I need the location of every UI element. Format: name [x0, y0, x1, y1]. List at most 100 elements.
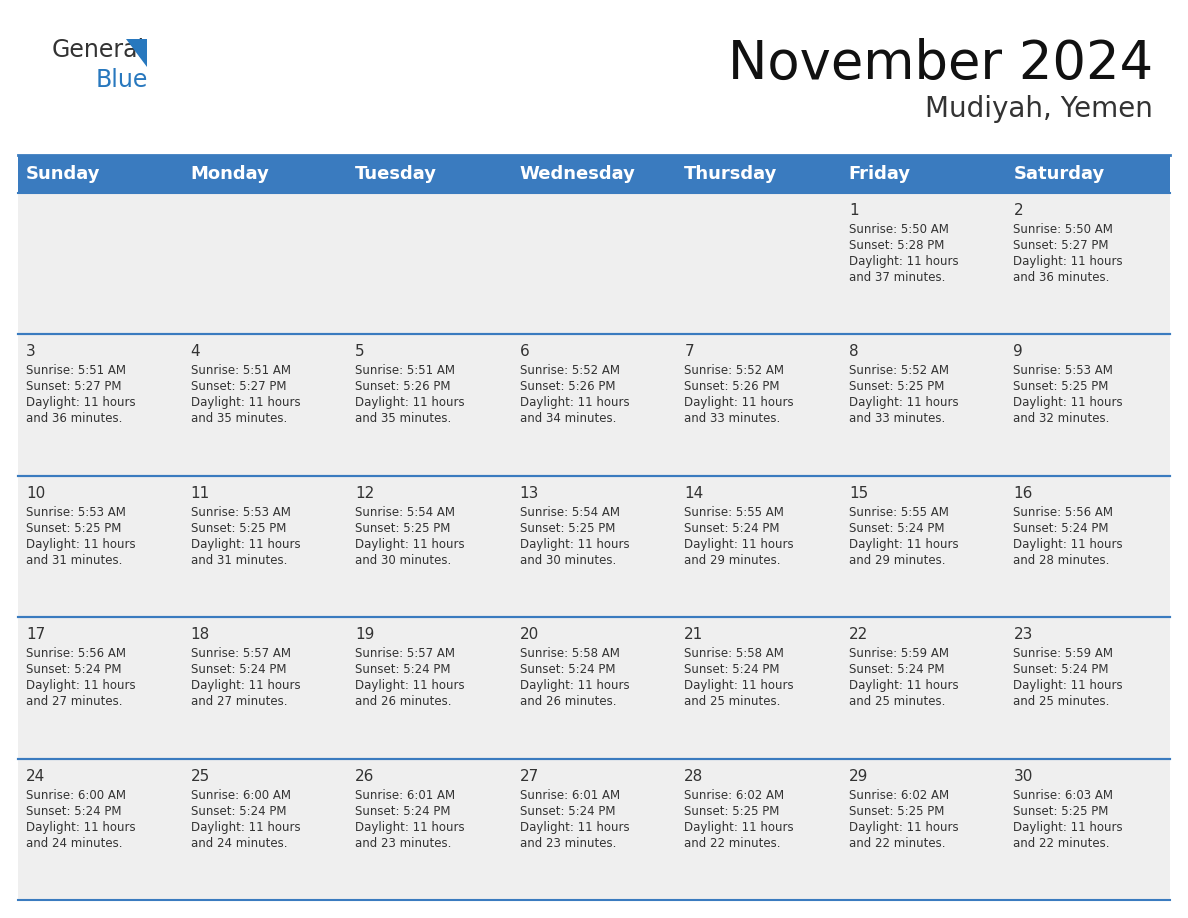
FancyBboxPatch shape [512, 476, 676, 617]
Text: Sunset: 5:25 PM: Sunset: 5:25 PM [355, 521, 450, 535]
Text: Sunset: 5:25 PM: Sunset: 5:25 PM [26, 521, 121, 535]
FancyBboxPatch shape [18, 193, 183, 334]
Text: Sunset: 5:24 PM: Sunset: 5:24 PM [519, 663, 615, 677]
Text: November 2024: November 2024 [728, 38, 1154, 90]
FancyBboxPatch shape [18, 476, 183, 617]
Text: Sunday: Sunday [26, 165, 101, 183]
FancyBboxPatch shape [841, 476, 1005, 617]
FancyBboxPatch shape [183, 155, 347, 193]
Text: 16: 16 [1013, 486, 1032, 501]
Text: 6: 6 [519, 344, 530, 360]
Text: 27: 27 [519, 768, 539, 784]
Text: 11: 11 [190, 486, 210, 501]
FancyBboxPatch shape [183, 334, 347, 476]
Text: and 26 minutes.: and 26 minutes. [519, 695, 617, 708]
Text: 21: 21 [684, 627, 703, 643]
Text: Sunrise: 5:55 AM: Sunrise: 5:55 AM [849, 506, 949, 519]
Text: 10: 10 [26, 486, 45, 501]
Text: Sunset: 5:24 PM: Sunset: 5:24 PM [355, 804, 450, 818]
FancyBboxPatch shape [347, 617, 512, 758]
Text: Daylight: 11 hours: Daylight: 11 hours [849, 397, 959, 409]
FancyBboxPatch shape [183, 758, 347, 900]
Text: Sunrise: 6:02 AM: Sunrise: 6:02 AM [849, 789, 949, 801]
Text: Daylight: 11 hours: Daylight: 11 hours [190, 821, 301, 834]
FancyBboxPatch shape [183, 617, 347, 758]
Text: 26: 26 [355, 768, 374, 784]
Text: 19: 19 [355, 627, 374, 643]
Text: and 24 minutes.: and 24 minutes. [26, 836, 122, 849]
Text: 28: 28 [684, 768, 703, 784]
Text: 30: 30 [1013, 768, 1032, 784]
FancyBboxPatch shape [841, 193, 1005, 334]
FancyBboxPatch shape [512, 334, 676, 476]
Text: Sunset: 5:25 PM: Sunset: 5:25 PM [849, 804, 944, 818]
Text: and 23 minutes.: and 23 minutes. [355, 836, 451, 849]
FancyBboxPatch shape [1005, 758, 1170, 900]
Text: Saturday: Saturday [1013, 165, 1105, 183]
Text: Sunset: 5:24 PM: Sunset: 5:24 PM [1013, 663, 1108, 677]
Text: Daylight: 11 hours: Daylight: 11 hours [519, 538, 630, 551]
Text: Sunrise: 5:53 AM: Sunrise: 5:53 AM [26, 506, 126, 519]
Text: Daylight: 11 hours: Daylight: 11 hours [26, 538, 135, 551]
Text: and 34 minutes.: and 34 minutes. [519, 412, 617, 425]
Text: and 24 minutes.: and 24 minutes. [190, 836, 287, 849]
Polygon shape [126, 39, 147, 67]
Text: Sunset: 5:24 PM: Sunset: 5:24 PM [355, 663, 450, 677]
Text: Tuesday: Tuesday [355, 165, 437, 183]
Text: and 23 minutes.: and 23 minutes. [519, 836, 617, 849]
Text: Daylight: 11 hours: Daylight: 11 hours [355, 397, 465, 409]
FancyBboxPatch shape [676, 193, 841, 334]
Text: 29: 29 [849, 768, 868, 784]
Text: Sunrise: 5:56 AM: Sunrise: 5:56 AM [26, 647, 126, 660]
Text: Sunrise: 5:54 AM: Sunrise: 5:54 AM [519, 506, 620, 519]
Text: and 35 minutes.: and 35 minutes. [190, 412, 286, 425]
Text: Sunset: 5:27 PM: Sunset: 5:27 PM [26, 380, 121, 394]
Text: and 29 minutes.: and 29 minutes. [849, 554, 946, 566]
Text: Sunrise: 5:52 AM: Sunrise: 5:52 AM [684, 364, 784, 377]
FancyBboxPatch shape [18, 758, 183, 900]
Text: Sunrise: 5:52 AM: Sunrise: 5:52 AM [849, 364, 949, 377]
Text: and 30 minutes.: and 30 minutes. [519, 554, 615, 566]
Text: and 25 minutes.: and 25 minutes. [1013, 695, 1110, 708]
FancyBboxPatch shape [1005, 476, 1170, 617]
Text: Sunrise: 5:59 AM: Sunrise: 5:59 AM [849, 647, 949, 660]
Text: 9: 9 [1013, 344, 1023, 360]
Text: 2: 2 [1013, 203, 1023, 218]
FancyBboxPatch shape [676, 617, 841, 758]
FancyBboxPatch shape [347, 193, 512, 334]
Text: Sunrise: 6:01 AM: Sunrise: 6:01 AM [519, 789, 620, 801]
Text: Sunrise: 5:50 AM: Sunrise: 5:50 AM [849, 223, 949, 236]
Text: Daylight: 11 hours: Daylight: 11 hours [26, 397, 135, 409]
Text: Sunset: 5:25 PM: Sunset: 5:25 PM [190, 521, 286, 535]
Text: Daylight: 11 hours: Daylight: 11 hours [1013, 821, 1123, 834]
Text: Daylight: 11 hours: Daylight: 11 hours [355, 821, 465, 834]
Text: 24: 24 [26, 768, 45, 784]
Text: Sunrise: 5:57 AM: Sunrise: 5:57 AM [190, 647, 291, 660]
FancyBboxPatch shape [676, 476, 841, 617]
Text: Mudiyah, Yemen: Mudiyah, Yemen [925, 95, 1154, 123]
Text: and 22 minutes.: and 22 minutes. [1013, 836, 1110, 849]
FancyBboxPatch shape [512, 155, 676, 193]
Text: Sunset: 5:25 PM: Sunset: 5:25 PM [1013, 804, 1108, 818]
Text: 4: 4 [190, 344, 201, 360]
Text: and 29 minutes.: and 29 minutes. [684, 554, 781, 566]
Text: Daylight: 11 hours: Daylight: 11 hours [1013, 255, 1123, 268]
Text: Daylight: 11 hours: Daylight: 11 hours [684, 397, 794, 409]
Text: Sunset: 5:25 PM: Sunset: 5:25 PM [519, 521, 615, 535]
FancyBboxPatch shape [512, 193, 676, 334]
FancyBboxPatch shape [841, 334, 1005, 476]
Text: and 27 minutes.: and 27 minutes. [190, 695, 287, 708]
Text: and 25 minutes.: and 25 minutes. [684, 695, 781, 708]
Text: Daylight: 11 hours: Daylight: 11 hours [684, 538, 794, 551]
Text: 3: 3 [26, 344, 36, 360]
Text: Daylight: 11 hours: Daylight: 11 hours [355, 538, 465, 551]
Text: Monday: Monday [190, 165, 270, 183]
Text: Wednesday: Wednesday [519, 165, 636, 183]
Text: Sunset: 5:24 PM: Sunset: 5:24 PM [190, 804, 286, 818]
Text: 25: 25 [190, 768, 210, 784]
FancyBboxPatch shape [1005, 155, 1170, 193]
FancyBboxPatch shape [183, 476, 347, 617]
Text: Sunset: 5:24 PM: Sunset: 5:24 PM [190, 663, 286, 677]
Text: Sunrise: 5:51 AM: Sunrise: 5:51 AM [26, 364, 126, 377]
Text: Daylight: 11 hours: Daylight: 11 hours [849, 821, 959, 834]
